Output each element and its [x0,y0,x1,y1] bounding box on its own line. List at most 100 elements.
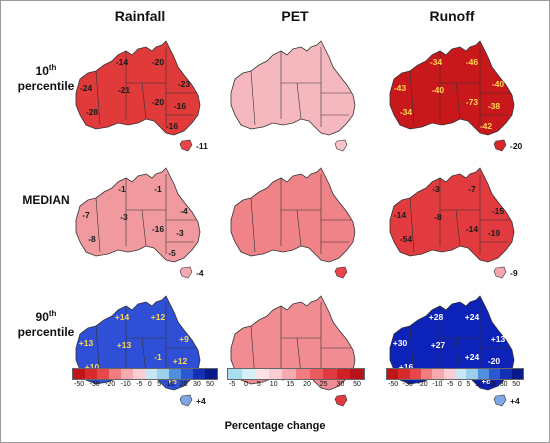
tasmania-value-label: -9 [510,268,518,278]
colorbar-tick-label: 20 [179,381,188,388]
row-label-10th-suffix: th [48,63,57,72]
australia-map: +4 +28 +24 +30 +27 +13 +16 +24 -20 +8 [389,295,520,407]
map-rainfall-row-2: -4 -1 -1 -7 -3 -4 -8 -16 -3 -5 [66,162,226,282]
region-value-label: +28 [429,312,444,322]
colorbar-pet [227,368,365,380]
row-label-10th-percentile: 10th percentile [6,60,86,94]
region-value-label: -38 [488,101,501,111]
region-value-label: +16 [399,362,414,372]
colorbar-tick-label: 5 [157,381,162,388]
region-value-label: -14 [394,210,407,220]
colorbar-swatch [73,369,85,379]
column-title-pet: PET [281,8,309,24]
mainland-shape [75,167,201,263]
region-value-label: -43 [394,83,407,93]
colorbar-swatch [169,369,181,379]
region-border [95,197,101,253]
colorbar-tick-label: 30 [499,381,508,388]
region-border [141,209,147,247]
region-value-label: -20 [152,97,165,107]
colorbar-swatch [241,369,256,379]
colorbar-tick-label: 50 [206,381,214,388]
region-value-label: +13 [79,338,94,348]
column-title-rainfall: Rainfall [114,8,166,24]
region-value-label: -23 [178,79,191,89]
region-border [250,70,256,126]
colorbar-tick-label: 5 [466,381,471,388]
colorbar-pet-ticks: -5 0 5 10 15 20 25 30 50 [229,381,361,388]
region-value-label: +12 [151,312,166,322]
region-value-label: -8 [88,234,96,244]
region-border [455,82,461,120]
row-label-90th-percentile: 90th percentile [6,306,86,340]
region-value-label: -40 [432,85,445,95]
tasmania-shape [334,266,348,279]
region-value-label: -21 [118,85,131,95]
region-border [409,70,415,126]
colorbar-swatch [255,369,269,379]
colorbar-tick-label: 10 [166,381,175,388]
mainland-shape [230,40,356,136]
colorbar-swatch [109,369,121,379]
colorbar-swatch [268,369,283,379]
colorbar-swatch [454,369,467,379]
region-value-label: -46 [466,57,479,67]
region-border [95,70,101,126]
region-value-label: -7 [468,184,476,194]
region-value-label: -16 [174,101,187,111]
region-value-label: -34 [430,57,443,67]
region-value-label: -34 [400,107,413,117]
colorbar-swatch [466,369,478,379]
colorbar-tick-label: -50 [388,381,399,388]
colorbar-swatch [511,369,523,379]
region-border [250,197,256,253]
colorbar-tick-label: -10 [120,381,131,388]
colorbar-swatch [420,369,433,379]
map-rainfall-row-1: -11 -14 -20 -24 -21 -23 -28 -20 -16 -16 [66,35,226,155]
colorbar-rainfall [72,368,218,380]
colorbar-tick-label: -10 [432,381,443,388]
region-value-label: -1 [118,184,126,194]
colorbar-tick-label: 5 [256,381,261,388]
map-rainfall-row-3: +4 +14 +12 +13 +13 +9 +10 -1 +12 +6 [66,290,226,410]
region-value-label: -73 [466,97,479,107]
region-value-label: -8 [434,212,442,222]
region-value-label: -24 [80,83,93,93]
region-value-label: -20 [488,356,501,366]
colorbar-swatch [157,369,169,379]
region-value-label: -4 [180,206,188,216]
colorbar-swatch [350,369,364,379]
row-label-median: MEDIAN [6,193,86,208]
region-value-label: -5 [168,248,176,258]
colorbar-tick-label: -5 [136,381,143,388]
map-runoff-row-3: +4 +28 +24 +30 +27 +13 +16 +24 -20 +8 [380,290,540,410]
colorbar-swatch [97,369,109,379]
region-value-label: -3 [432,184,440,194]
mainland-shape [230,167,356,263]
region-value-label: +14 [115,312,130,322]
region-value-label: -40 [492,79,505,89]
colorbar-swatch [145,369,157,379]
colorbar-tick-label: -20 [105,381,116,388]
region-value-label: -14 [466,224,479,234]
australia-map: -11 -14 -20 -24 -21 -23 -28 -20 -16 -16 [75,40,208,152]
colorbar-tick-label: -5 [447,381,454,388]
colorbar-swatch [409,369,421,379]
tasmania-value-label: +4 [196,396,206,406]
tasmania-value-label: -11 [196,141,208,151]
region-value-label: +6 [167,376,177,386]
colorbar-swatch [181,369,193,379]
colorbar-tick-label: 50 [512,381,520,388]
colorbar-swatch [387,369,399,379]
tasmania-value-label: +4 [510,396,520,406]
colorbar-tick-label: -30 [402,381,413,388]
tasmania-shape [179,394,193,407]
colorbar-swatch [500,369,512,379]
region-border [296,209,302,247]
australia-map: -4-1 -1-7 -3-4-8-16 -3-5 [75,167,204,279]
mainland-shape [389,40,515,136]
tasmania-shape [334,139,348,152]
colorbar-tick-label: 25 [319,381,328,388]
colorbar-swatch [205,369,217,379]
colorbar-swatch [295,369,310,379]
